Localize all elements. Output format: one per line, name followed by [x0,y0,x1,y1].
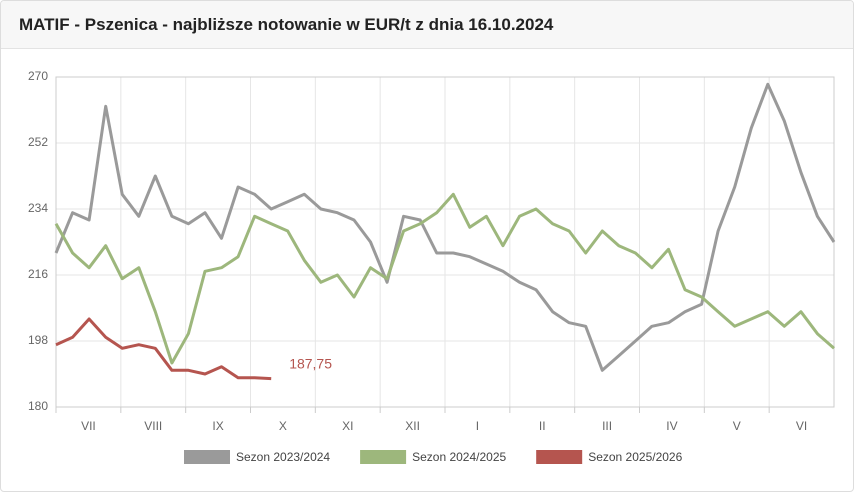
x-tick-label: VI [796,419,807,433]
legend-swatch [184,450,230,464]
x-tick-label: III [602,419,612,433]
x-tick-label: XII [405,419,420,433]
legend-swatch [536,450,583,464]
x-tick-label: V [733,419,741,433]
y-tick-label: 198 [28,333,48,347]
x-tick-label: IV [666,419,677,433]
x-tick-label: VIII [144,419,162,433]
x-tick-label: I [476,419,479,433]
y-tick-label: 270 [28,69,48,83]
y-tick-label: 234 [28,201,48,215]
x-tick-label: VII [81,419,96,433]
y-tick-label: 252 [28,135,48,149]
legend-swatch [360,450,407,464]
x-tick-label: II [539,419,546,433]
chart-title: MATIF - Pszenica - najbliższe notowanie … [1,1,853,49]
x-tick-label: IX [212,419,223,433]
x-tick-label: XI [342,419,353,433]
x-tick-label: X [279,419,287,433]
y-tick-label: 180 [28,399,48,413]
value-label: 187,75 [289,355,332,371]
series-line [54,82,836,372]
legend-label: Sezon 2023/2024 [236,450,330,464]
legend-label: Sezon 2025/2026 [588,450,682,464]
y-tick-label: 216 [28,267,48,281]
legend-label: Sezon 2024/2025 [412,450,506,464]
series-line [55,317,272,381]
series-line [54,192,835,365]
